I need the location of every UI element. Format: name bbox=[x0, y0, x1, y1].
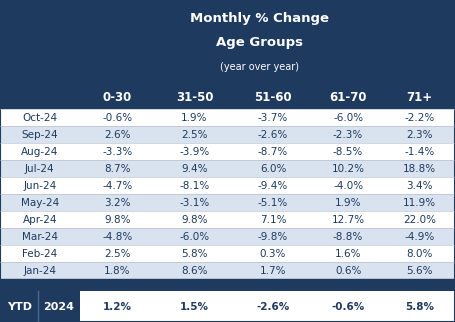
Text: 2.6%: 2.6% bbox=[104, 130, 131, 140]
Text: 18.8%: 18.8% bbox=[403, 164, 436, 174]
Text: 71+: 71+ bbox=[407, 91, 433, 104]
Text: 0-30: 0-30 bbox=[102, 91, 132, 104]
Bar bbox=[0, 85, 455, 109]
Text: 22.0%: 22.0% bbox=[403, 215, 436, 225]
Text: -3.7%: -3.7% bbox=[258, 113, 288, 123]
Text: 1.9%: 1.9% bbox=[335, 198, 361, 208]
Bar bbox=[0, 160, 455, 177]
Text: 1.9%: 1.9% bbox=[181, 113, 208, 123]
Text: Age Groups: Age Groups bbox=[216, 36, 303, 49]
Text: Feb-24: Feb-24 bbox=[22, 249, 57, 259]
Text: -3.3%: -3.3% bbox=[102, 147, 132, 157]
Bar bbox=[0, 291, 455, 322]
Text: 12.7%: 12.7% bbox=[332, 215, 364, 225]
Text: -1.4%: -1.4% bbox=[404, 147, 435, 157]
Text: Jan-24: Jan-24 bbox=[23, 266, 56, 276]
Text: Sep-24: Sep-24 bbox=[21, 130, 58, 140]
Text: -8.1%: -8.1% bbox=[179, 181, 210, 191]
Text: 5.8%: 5.8% bbox=[181, 249, 208, 259]
Text: Mar-24: Mar-24 bbox=[22, 232, 58, 242]
Bar bbox=[0, 262, 455, 279]
Text: -2.3%: -2.3% bbox=[333, 130, 363, 140]
Text: 5.8%: 5.8% bbox=[405, 302, 434, 312]
Text: YTD: YTD bbox=[7, 302, 31, 312]
Text: -9.8%: -9.8% bbox=[258, 232, 288, 242]
Bar bbox=[0, 211, 455, 228]
Text: May-24: May-24 bbox=[20, 198, 59, 208]
Text: 2.5%: 2.5% bbox=[181, 130, 208, 140]
Text: 2.3%: 2.3% bbox=[406, 130, 433, 140]
Text: Jun-24: Jun-24 bbox=[23, 181, 56, 191]
Text: 61-70: 61-70 bbox=[329, 91, 367, 104]
Bar bbox=[0, 279, 455, 291]
Text: -3.9%: -3.9% bbox=[179, 147, 210, 157]
Text: Oct-24: Oct-24 bbox=[22, 113, 57, 123]
Text: -8.5%: -8.5% bbox=[333, 147, 363, 157]
Text: 8.6%: 8.6% bbox=[181, 266, 208, 276]
Text: -8.7%: -8.7% bbox=[258, 147, 288, 157]
Text: -9.4%: -9.4% bbox=[258, 181, 288, 191]
Bar bbox=[0, 0, 455, 85]
Text: 51-60: 51-60 bbox=[254, 91, 292, 104]
Text: (year over year): (year over year) bbox=[220, 62, 299, 71]
Text: 1.6%: 1.6% bbox=[335, 249, 361, 259]
Text: 1.5%: 1.5% bbox=[180, 302, 209, 312]
Text: 9.8%: 9.8% bbox=[181, 215, 208, 225]
Text: -4.0%: -4.0% bbox=[333, 181, 363, 191]
Text: -2.2%: -2.2% bbox=[404, 113, 435, 123]
Text: 5.6%: 5.6% bbox=[406, 266, 433, 276]
Text: 1.7%: 1.7% bbox=[260, 266, 286, 276]
Text: 8.7%: 8.7% bbox=[104, 164, 131, 174]
Text: 1.2%: 1.2% bbox=[103, 302, 131, 312]
Text: 3.4%: 3.4% bbox=[406, 181, 433, 191]
Text: -4.9%: -4.9% bbox=[404, 232, 435, 242]
Bar bbox=[0, 127, 455, 143]
Text: -6.0%: -6.0% bbox=[179, 232, 210, 242]
Text: Jul-24: Jul-24 bbox=[25, 164, 55, 174]
Bar bbox=[0, 245, 455, 262]
Text: 10.2%: 10.2% bbox=[332, 164, 364, 174]
Text: Monthly % Change: Monthly % Change bbox=[190, 12, 329, 25]
Text: 0.3%: 0.3% bbox=[260, 249, 286, 259]
Text: 3.2%: 3.2% bbox=[104, 198, 131, 208]
Text: 7.1%: 7.1% bbox=[260, 215, 286, 225]
Bar bbox=[0, 109, 455, 127]
Text: -4.7%: -4.7% bbox=[102, 181, 132, 191]
Text: -2.6%: -2.6% bbox=[258, 130, 288, 140]
Text: -0.6%: -0.6% bbox=[102, 113, 132, 123]
Text: 9.8%: 9.8% bbox=[104, 215, 131, 225]
Bar bbox=[0, 291, 80, 322]
Text: 8.0%: 8.0% bbox=[407, 249, 433, 259]
Bar bbox=[0, 228, 455, 245]
Text: -5.1%: -5.1% bbox=[258, 198, 288, 208]
Bar bbox=[0, 177, 455, 194]
Text: Apr-24: Apr-24 bbox=[23, 215, 57, 225]
Bar bbox=[0, 143, 455, 160]
Bar bbox=[0, 194, 455, 211]
Text: Aug-24: Aug-24 bbox=[21, 147, 59, 157]
Text: 9.4%: 9.4% bbox=[181, 164, 208, 174]
Text: -6.0%: -6.0% bbox=[333, 113, 363, 123]
Text: 31-50: 31-50 bbox=[176, 91, 213, 104]
Text: -4.8%: -4.8% bbox=[102, 232, 132, 242]
Text: 2.5%: 2.5% bbox=[104, 249, 131, 259]
Text: 6.0%: 6.0% bbox=[260, 164, 286, 174]
Text: 1.8%: 1.8% bbox=[104, 266, 131, 276]
Text: -2.6%: -2.6% bbox=[256, 302, 290, 312]
Text: 2024: 2024 bbox=[43, 302, 75, 312]
Text: -8.8%: -8.8% bbox=[333, 232, 363, 242]
Text: 0.6%: 0.6% bbox=[335, 266, 361, 276]
Text: -0.6%: -0.6% bbox=[331, 302, 365, 312]
Text: 11.9%: 11.9% bbox=[403, 198, 436, 208]
Text: -3.1%: -3.1% bbox=[179, 198, 210, 208]
